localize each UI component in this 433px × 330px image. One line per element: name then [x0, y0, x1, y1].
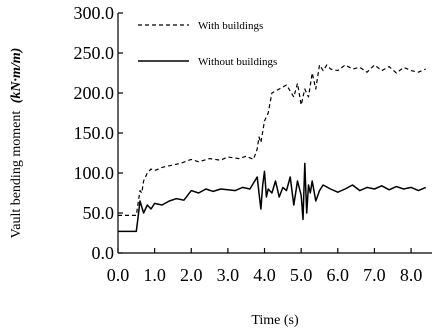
- x-tick-label: 5.0: [290, 265, 313, 285]
- y-axis-unit: (kN·m/m): [9, 48, 24, 104]
- x-tick-label: 1.0: [143, 265, 166, 285]
- y-tick-label: 0.0: [92, 243, 115, 263]
- plot-area: [118, 64, 427, 233]
- y-tick-label: 150.0: [74, 123, 115, 143]
- y-axis-title-text: Vault bending moment: [9, 111, 24, 239]
- x-axis-title: Time (s): [251, 313, 299, 328]
- x-tick-label: 6.0: [327, 265, 350, 285]
- x-tick-label: 2.0: [180, 265, 203, 285]
- y-tick-label: 50.0: [83, 203, 115, 223]
- svg-text:Vault bending moment (kN: Vault bending moment (kN·m/m): [9, 48, 24, 239]
- legend: With buildings Without buildings: [138, 20, 277, 68]
- y-ticks: 0.0 50.0 100.0 150.0 200.0 250.0 300.0: [74, 3, 123, 263]
- series-line-with-buildings: [118, 64, 426, 216]
- x-tick-label: 3.0: [217, 265, 240, 285]
- x-tick-label: 7.0: [363, 265, 386, 285]
- x-ticks: 0.0 1.0 2.0 3.0 4.0 5.0 6.0 7.0 8.0: [107, 248, 423, 285]
- y-tick-label: 200.0: [74, 83, 115, 103]
- y-tick-label: 100.0: [74, 163, 115, 183]
- legend-label-without-buildings: Without buildings: [198, 56, 277, 68]
- y-tick-label: 250.0: [74, 43, 115, 63]
- y-tick-label: 300.0: [74, 3, 115, 23]
- legend-label-with-buildings: With buildings: [198, 20, 263, 32]
- y-axis-title: Vault bending moment (kN·m/m): [9, 48, 24, 239]
- series-line-without-buildings: [118, 162, 427, 233]
- x-tick-label: 8.0: [400, 265, 423, 285]
- x-tick-label: 0.0: [107, 265, 130, 285]
- x-tick-label: 4.0: [253, 265, 276, 285]
